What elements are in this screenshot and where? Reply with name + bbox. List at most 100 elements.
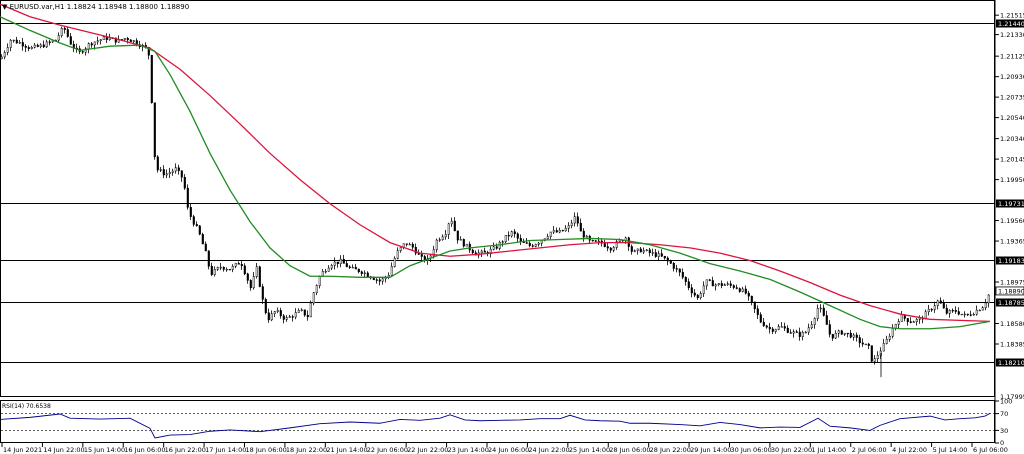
candle-body (216, 267, 219, 270)
candle-body (495, 246, 498, 249)
candle-body (282, 315, 285, 320)
candle-body (345, 263, 348, 268)
candle-body (780, 326, 783, 328)
candle-body (699, 293, 702, 298)
candle-body (45, 41, 48, 48)
candle-body (909, 321, 912, 323)
candle-body (438, 239, 441, 241)
candle-body (651, 252, 654, 254)
candle-body (717, 283, 720, 286)
candle-body (57, 35, 60, 41)
candle-body (336, 261, 339, 264)
price-tick-label: 1.20930 (1000, 73, 1024, 81)
candle-body (648, 249, 651, 254)
candle-body (573, 216, 576, 224)
rsi-tick-label: 70 (1000, 410, 1008, 418)
time-tick-label: 17 Jun 14:00 (205, 446, 246, 454)
candle-body (435, 239, 438, 250)
candle-body (630, 246, 633, 252)
candle-body (969, 314, 972, 316)
candle-body (459, 239, 462, 241)
candle-body (114, 37, 117, 43)
candle-body (639, 248, 642, 253)
candle-body (825, 315, 828, 325)
candle-body (687, 281, 690, 288)
candle-body (834, 333, 837, 339)
candle-body (132, 40, 135, 42)
time-axis: 14 Jun 2021 14 Jun 22:00 15 Jun 14:00 16 Ju… (1, 443, 1008, 454)
price-axis: 1.21515 1.21330 1.21125 1.20930 1.20735 1.205… (995, 12, 1024, 401)
candle-body (90, 43, 93, 46)
time-tick-label: 14 Jun 2021 (3, 446, 42, 454)
candle-body (456, 230, 459, 241)
candle-body (672, 263, 675, 269)
time-tick-label: 5 Jul 14:00 (933, 446, 968, 454)
candle-body (177, 167, 180, 171)
time-tick-label: 22 Jun 06:00 (367, 446, 408, 454)
candle-body (660, 253, 663, 257)
rsi-plot (0, 412, 995, 439)
candle-body (294, 312, 297, 318)
candle-body (231, 266, 234, 270)
candle-body (348, 266, 351, 268)
candle-body (69, 36, 72, 45)
rsi-tick-label: 30 (1000, 427, 1008, 435)
candle-body (690, 287, 693, 294)
candle-body (192, 216, 195, 225)
candle-body (87, 43, 90, 49)
price-tick-label: 1.17995 (1000, 393, 1024, 401)
candle-body (129, 39, 132, 42)
candle-body (63, 28, 66, 30)
candle-body (528, 242, 531, 246)
candle-body (150, 54, 153, 104)
candle-body (234, 263, 237, 267)
moving-average-red (0, 3, 991, 323)
level-label-box (996, 298, 1024, 307)
candle-body (99, 39, 102, 42)
candle-body (870, 345, 873, 362)
level-label-box (996, 19, 1024, 28)
candle-body (357, 268, 360, 273)
candles (0, 26, 990, 378)
candle-body (963, 313, 966, 316)
candle-body (228, 268, 231, 271)
candle-body (327, 267, 330, 272)
candle-body (501, 241, 504, 243)
candle-body (93, 41, 96, 46)
candle-body (570, 222, 573, 226)
candle-body (237, 263, 240, 265)
candle-body (420, 254, 423, 257)
candle-body (462, 239, 465, 247)
time-tick-label: 6 Jul 06:00 (973, 446, 1008, 454)
candle-body (213, 269, 216, 275)
time-tick-label: 25 Jun 14:00 (569, 446, 610, 454)
candle-body (333, 261, 336, 266)
candle-body (0, 56, 3, 60)
candle-body (201, 234, 204, 245)
candle-body (168, 172, 171, 175)
candle-body (702, 285, 705, 294)
moving-averages (0, 3, 991, 330)
candle-body (471, 249, 474, 253)
candle-body (195, 224, 198, 227)
candle-body (204, 243, 207, 252)
candle-body (816, 308, 819, 319)
current-price-box (995, 286, 1024, 296)
candle-body (846, 332, 849, 335)
candle-body (174, 167, 177, 172)
candle-body (657, 253, 660, 257)
candle-body (30, 47, 33, 49)
moving-average-green (0, 16, 991, 330)
candle-body (411, 243, 414, 248)
time-tick-label: 1 Jul 14:00 (811, 446, 846, 454)
candle-body (39, 44, 42, 47)
time-tick-label: 28 Jun 06:00 (609, 446, 650, 454)
price-tick-label: 1.20735 (1000, 94, 1024, 102)
time-tick-label: 24 Jun 22:00 (528, 446, 569, 454)
candle-body (96, 40, 99, 43)
candle-body (375, 279, 378, 281)
time-tick-label: 21 Jun 14:00 (326, 446, 367, 454)
candle-body (360, 271, 363, 274)
candle-body (21, 42, 24, 47)
